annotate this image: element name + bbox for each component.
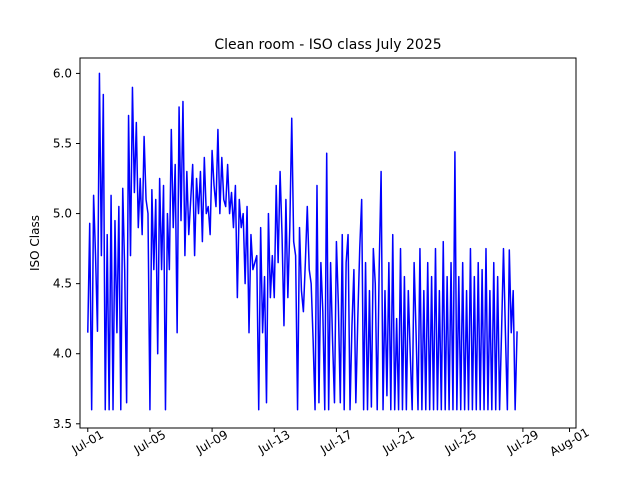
y-tick-label: 5.5 [53, 136, 72, 150]
plot-frame [79, 57, 577, 429]
y-axis: 3.5 4.0 4.5 5.0 5.5 6.0 [53, 66, 80, 431]
y-tick-label: 4.0 [53, 347, 72, 361]
series-layer [87, 72, 518, 411]
chart-title: Clean room - ISO class July 2025 [214, 37, 441, 53]
series-line-1 [87, 72, 518, 411]
y-tick-label: 6.0 [53, 66, 72, 80]
y-axis-label: ISO Class [28, 215, 42, 271]
y-tick-label: 3.5 [53, 417, 72, 431]
y-tick-label: 5.0 [53, 207, 72, 221]
y-tick-label: 4.5 [53, 277, 72, 291]
